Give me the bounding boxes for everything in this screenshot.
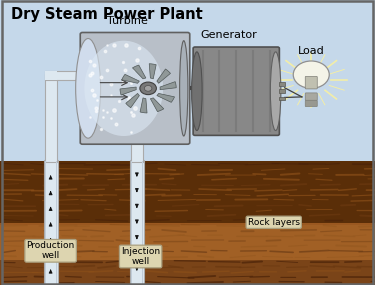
Polygon shape bbox=[160, 82, 176, 90]
Text: Load: Load bbox=[298, 46, 325, 56]
Polygon shape bbox=[157, 93, 174, 102]
Bar bbox=[0, 161, 375, 285]
Ellipse shape bbox=[270, 52, 281, 131]
Text: Turbine: Turbine bbox=[107, 16, 148, 26]
Polygon shape bbox=[149, 64, 156, 79]
Text: Injection
well: Injection well bbox=[121, 247, 160, 266]
Bar bbox=[142, 161, 143, 285]
FancyBboxPatch shape bbox=[305, 100, 317, 107]
Polygon shape bbox=[122, 74, 140, 83]
Bar bbox=[0, 223, 375, 260]
Bar bbox=[0, 225, 375, 260]
Bar bbox=[279, 82, 285, 86]
Bar bbox=[56, 161, 57, 285]
Ellipse shape bbox=[76, 38, 100, 138]
FancyBboxPatch shape bbox=[193, 47, 279, 135]
Bar bbox=[0, 0, 375, 161]
Bar bbox=[45, 71, 57, 80]
Text: Rock layers: Rock layers bbox=[248, 218, 300, 227]
Polygon shape bbox=[150, 98, 164, 112]
Ellipse shape bbox=[84, 41, 163, 136]
Text: Dry Steam Power Plant: Dry Steam Power Plant bbox=[11, 7, 203, 22]
Bar bbox=[0, 223, 375, 285]
Text: Production
well: Production well bbox=[27, 241, 75, 260]
Circle shape bbox=[293, 61, 329, 88]
FancyBboxPatch shape bbox=[305, 93, 317, 100]
Polygon shape bbox=[157, 69, 171, 83]
FancyBboxPatch shape bbox=[305, 76, 317, 89]
Ellipse shape bbox=[180, 41, 188, 136]
Polygon shape bbox=[126, 93, 140, 108]
Bar bbox=[45, 74, 57, 162]
Polygon shape bbox=[132, 65, 146, 79]
Bar bbox=[279, 97, 285, 100]
Bar bbox=[131, 161, 132, 285]
Circle shape bbox=[140, 82, 156, 95]
Polygon shape bbox=[140, 98, 147, 113]
Text: Generator: Generator bbox=[200, 30, 257, 40]
Polygon shape bbox=[120, 87, 136, 95]
Bar bbox=[114, 111, 131, 120]
Bar bbox=[44, 160, 58, 285]
Bar bbox=[131, 114, 143, 162]
Bar bbox=[130, 160, 144, 285]
Ellipse shape bbox=[192, 52, 202, 131]
Bar bbox=[45, 71, 86, 80]
Bar bbox=[279, 89, 285, 93]
Circle shape bbox=[144, 86, 152, 91]
Bar bbox=[45, 161, 46, 285]
FancyBboxPatch shape bbox=[80, 32, 190, 144]
